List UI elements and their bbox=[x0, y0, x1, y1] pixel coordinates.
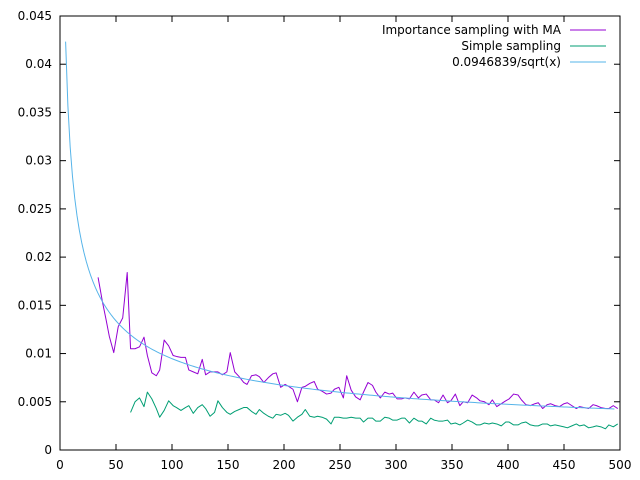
y-tick-label: 0.02 bbox=[25, 250, 52, 264]
y-tick-label: 0.035 bbox=[18, 105, 52, 119]
x-tick-label: 450 bbox=[553, 458, 576, 472]
y-tick-label: 0.045 bbox=[18, 9, 52, 23]
y-tick-label: 0.01 bbox=[25, 347, 52, 361]
importance-sampling-line bbox=[97, 272, 619, 410]
x-tick-label: 200 bbox=[273, 458, 296, 472]
fit-curve-line bbox=[65, 41, 615, 410]
series-layer bbox=[65, 41, 619, 430]
y-tick-label: 0 bbox=[44, 443, 52, 457]
x-tick-label: 100 bbox=[161, 458, 184, 472]
legend-entry-label: Importance sampling with MA bbox=[382, 23, 562, 37]
legend-entry-label: Simple sampling bbox=[461, 39, 561, 53]
ticks-layer: 0 50 100 150 200 250 300 350 400 450 500 0 0.005 0.01… bbox=[18, 9, 632, 472]
y-tick-label: 0.005 bbox=[18, 395, 52, 409]
legend: Importance sampling with MA Simple sampli… bbox=[382, 23, 606, 69]
y-tick-label: 0.015 bbox=[18, 298, 52, 312]
x-tick-label: 350 bbox=[441, 458, 464, 472]
legend-entry-label: 0.0946839/sqrt(x) bbox=[452, 55, 561, 69]
x-tick-label: 500 bbox=[609, 458, 632, 472]
x-tick-label: 250 bbox=[329, 458, 352, 472]
y-tick-label: 0.025 bbox=[18, 202, 52, 216]
plot-frame bbox=[59, 15, 621, 451]
x-tick-label: 50 bbox=[108, 458, 123, 472]
y-tick-label: 0.04 bbox=[25, 57, 52, 71]
y-tick-label: 0.03 bbox=[25, 154, 52, 168]
x-tick-label: 150 bbox=[217, 458, 240, 472]
simple-sampling-line bbox=[130, 391, 619, 430]
x-tick-label: 0 bbox=[56, 458, 64, 472]
x-tick-label: 400 bbox=[497, 458, 520, 472]
x-tick-label: 300 bbox=[385, 458, 408, 472]
